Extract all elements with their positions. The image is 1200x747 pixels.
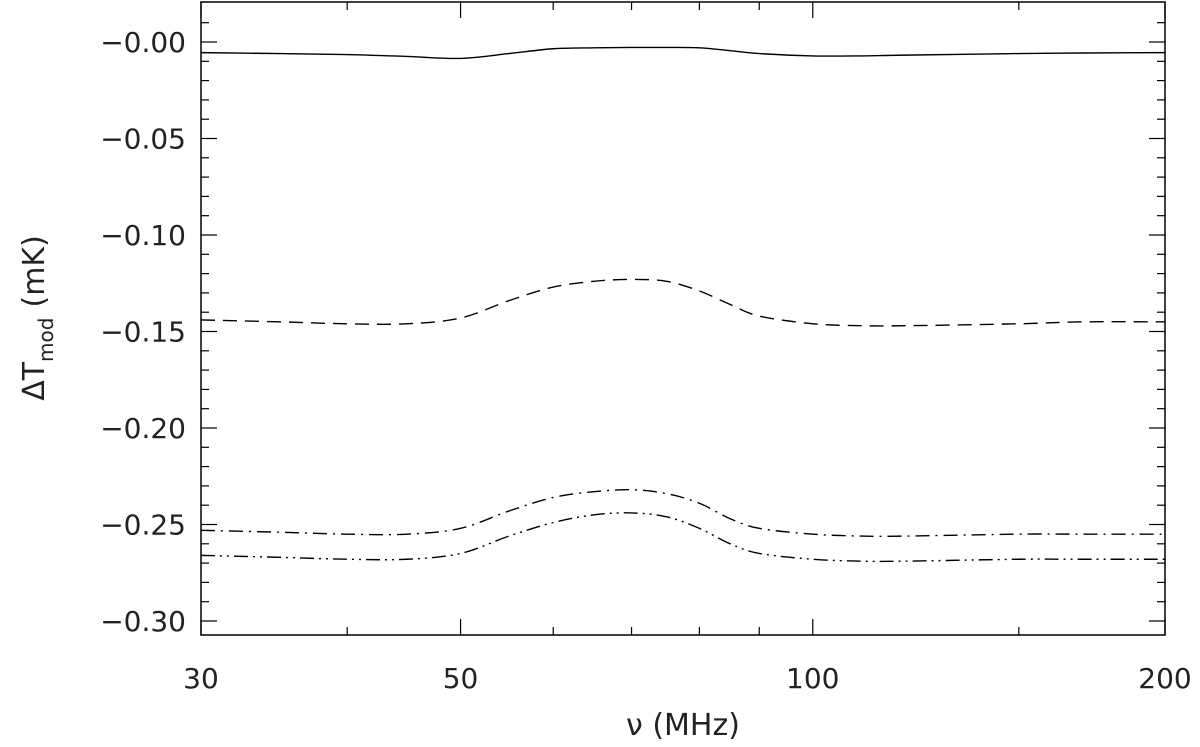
series-line-dashed [200, 278, 1166, 327]
y-axis-title-unit: (mK) [17, 235, 52, 307]
x-tick-label: 200 [1138, 662, 1191, 695]
series-line-dash-dot-dot [200, 512, 1165, 563]
y-tick-label: −0.05 [100, 123, 186, 156]
y-tick-label: −0.10 [100, 219, 186, 252]
y-tick-label: −0.20 [100, 412, 186, 445]
series-line-dash-dot [200, 488, 1165, 538]
svg-text:ΔTmod(mK): ΔTmod (mK) [17, 235, 58, 401]
y-axis-title: ΔTmod (mK) [17, 235, 58, 401]
y-tick-labels: −0.00 −0.05 −0.10 −0.15 −0.20 −0.25 −0.30 [100, 26, 186, 638]
y-tick-label: −0.15 [100, 316, 186, 349]
series-line-solid [200, 46, 1166, 60]
y-axis-title-sub: mod [34, 318, 58, 362]
plot-frame [200, 1, 1166, 636]
series-layer [200, 46, 1166, 563]
y-tick-label: −0.25 [100, 509, 186, 542]
x-tick-labels: 30 50 100 200 [183, 662, 1192, 695]
y-tick-label: −0.00 [100, 26, 186, 59]
x-tick-label: 100 [786, 662, 839, 695]
ticks [200, 2, 1166, 635]
x-tick-label: 50 [443, 662, 479, 695]
y-axis-title-main: ΔT [17, 361, 52, 401]
x-axis-title: ν (MHz) [626, 708, 740, 743]
x-tick-label: 30 [183, 662, 219, 695]
y-tick-label: −0.30 [100, 605, 186, 638]
